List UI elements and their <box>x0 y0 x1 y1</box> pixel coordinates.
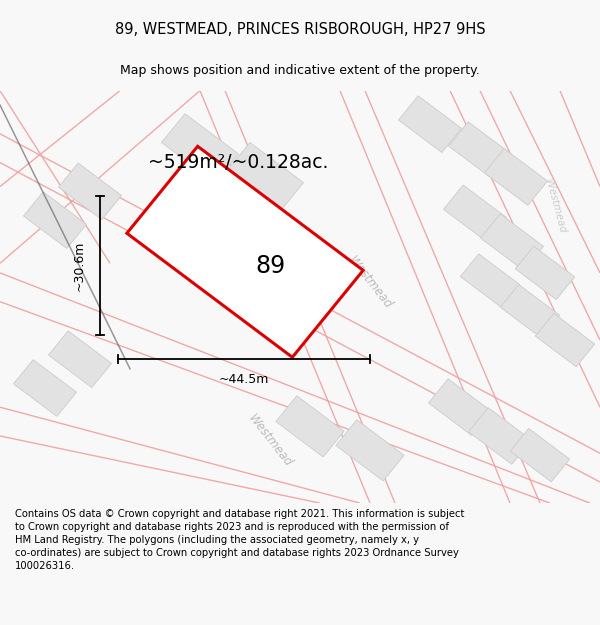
Text: 89: 89 <box>255 254 285 278</box>
Polygon shape <box>227 142 304 211</box>
Polygon shape <box>276 396 344 457</box>
Polygon shape <box>460 254 520 308</box>
Polygon shape <box>515 246 575 299</box>
Polygon shape <box>481 214 544 271</box>
Polygon shape <box>127 146 363 358</box>
Polygon shape <box>510 429 570 482</box>
Polygon shape <box>336 420 404 481</box>
Text: ~44.5m: ~44.5m <box>219 372 269 386</box>
Text: ~519m²/~0.128ac.: ~519m²/~0.128ac. <box>148 153 328 172</box>
Polygon shape <box>443 185 506 242</box>
Polygon shape <box>469 408 532 464</box>
Text: Westmead: Westmead <box>346 254 395 311</box>
Polygon shape <box>448 122 512 179</box>
Polygon shape <box>203 182 266 239</box>
Text: Contains OS data © Crown copyright and database right 2021. This information is : Contains OS data © Crown copyright and d… <box>15 509 464 571</box>
Polygon shape <box>398 96 461 152</box>
Text: Map shows position and indicative extent of the property.: Map shows position and indicative extent… <box>120 64 480 77</box>
Text: 89, WESTMEAD, PRINCES RISBOROUGH, HP27 9HS: 89, WESTMEAD, PRINCES RISBOROUGH, HP27 9… <box>115 21 485 36</box>
Polygon shape <box>484 149 548 205</box>
Polygon shape <box>161 114 238 182</box>
Polygon shape <box>500 284 560 338</box>
Text: Westmead: Westmead <box>543 177 567 234</box>
Text: Westmead: Westmead <box>245 412 295 469</box>
Text: ~30.6m: ~30.6m <box>73 241 86 291</box>
Polygon shape <box>58 163 122 220</box>
Polygon shape <box>13 359 77 416</box>
Polygon shape <box>23 192 86 249</box>
Polygon shape <box>49 331 112 388</box>
Polygon shape <box>428 379 491 436</box>
Polygon shape <box>535 313 595 367</box>
